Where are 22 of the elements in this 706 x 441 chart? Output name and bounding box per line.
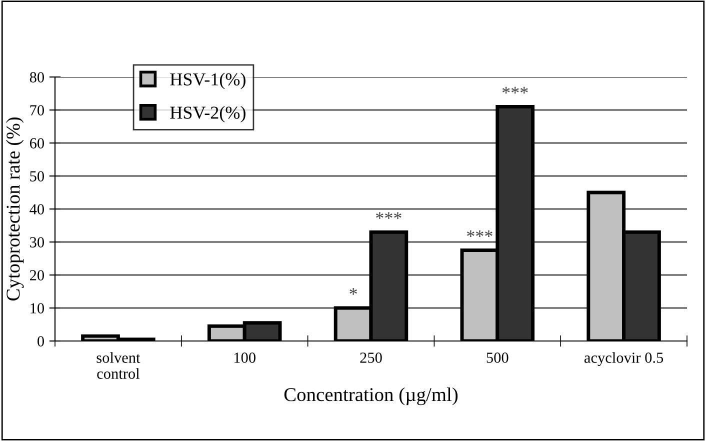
x-tick-label: acyclovir 0.5 <box>584 352 664 366</box>
y-tick-label: 30 <box>30 237 44 248</box>
y-axis-title: Cytoprotection rate (%) <box>6 118 24 301</box>
x-tick-label: solvent control <box>96 352 140 379</box>
annotation: *** <box>502 86 528 94</box>
y-tick-label: 70 <box>30 105 44 116</box>
x-tick-label: 250 <box>360 352 382 363</box>
x-axis-title: Concentration (µg/ml) <box>284 387 458 406</box>
annotation: * <box>350 288 357 295</box>
y-tick-label: 50 <box>30 171 44 182</box>
x-tick-label: 500 <box>486 352 508 363</box>
y-tick-label: 10 <box>30 303 44 314</box>
y-tick-label: 20 <box>30 270 44 280</box>
y-tick-label: 40 <box>30 204 44 214</box>
legend-label: HSV-2(%) <box>170 106 246 122</box>
annotation: *** <box>467 230 492 238</box>
y-tick-label: 0 <box>38 336 44 346</box>
y-tick-label: 80 <box>30 72 44 82</box>
x-tick-label: 100 <box>234 352 256 363</box>
y-tick-label: 60 <box>30 138 44 148</box>
annotation: *** <box>376 212 402 219</box>
legend-label: HSV-1(%) <box>170 72 246 90</box>
